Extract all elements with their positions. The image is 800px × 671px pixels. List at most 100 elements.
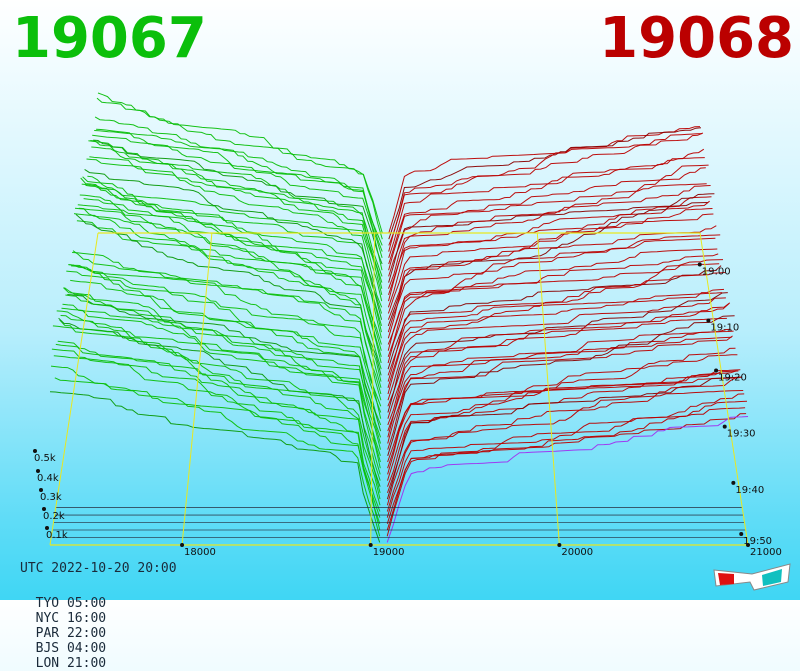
- ask-depth-line: [387, 335, 733, 444]
- ask-depth-line: [387, 354, 738, 475]
- tz-london: LON 21:00: [35, 656, 107, 671]
- bid-depth-line: [85, 184, 383, 314]
- bid-depth-line: [57, 340, 381, 494]
- ask-depth-line: [387, 288, 725, 388]
- bid-depth-line: [78, 207, 382, 357]
- depth-chart: 18000 19000 20000 21000 0.1k 0.2k 0.3k 0.4k 0.5…: [33, 92, 782, 558]
- time-tick-marker: [722, 424, 727, 429]
- volume-tick-label: 0.1k: [46, 530, 68, 541]
- bid-depth-line: [58, 317, 381, 487]
- time-tick-marker: [714, 368, 719, 373]
- time-tick-marker: [739, 532, 744, 537]
- bid-depth-line: [92, 134, 383, 271]
- bid-depth-line: [69, 264, 382, 419]
- ask-depth-line: [387, 302, 731, 426]
- price-tick-marker: [180, 543, 185, 547]
- ask-depth-line: [387, 328, 731, 432]
- volume-tick-marker: [45, 526, 49, 530]
- bid-depth-line: [54, 377, 381, 512]
- time-tick-label: 19:40: [735, 485, 764, 496]
- ask-depth-line: [387, 196, 712, 308]
- ask-depth-line: [388, 202, 708, 283]
- ask-depth-line: [388, 157, 705, 265]
- ask-depth-line: [387, 370, 737, 469]
- ask-depth-line: [387, 234, 721, 364]
- ask-depth-line: [388, 127, 702, 240]
- ask-depth-line: [388, 167, 706, 271]
- bid-depth-line: [76, 220, 382, 370]
- utc-time: UTC 2022-10-20 20:00: [20, 561, 177, 576]
- ask-depth-line: [387, 259, 724, 382]
- bid-depth-line: [51, 348, 381, 531]
- ask-depth-line: [386, 376, 742, 500]
- ask-depth-line: [387, 303, 730, 419]
- bid-depth-line: [72, 250, 382, 395]
- ask-depth-line: [388, 200, 710, 296]
- bid-depth-line: [87, 175, 383, 302]
- bid-depth-line: [72, 252, 382, 401]
- time-tick-label: 19:00: [702, 266, 731, 277]
- bid-depth-line: [52, 325, 381, 524]
- bid-depth-line: [97, 92, 383, 234]
- bid-depth-line: [75, 214, 382, 376]
- bid-depth-line: [88, 140, 383, 296]
- bid-depth-line: [65, 294, 381, 444]
- ask-price: 19068: [599, 6, 794, 71]
- time-axis: 19:00 19:10 19:20 19:30 19:40 19:50: [697, 262, 772, 547]
- ask-depth-line: [386, 393, 745, 518]
- 3d-glasses-icon[interactable]: [712, 560, 792, 592]
- ask-depth-line: [387, 292, 728, 413]
- bid-depth-line: [66, 270, 382, 438]
- price-tick-label: 21000: [750, 547, 782, 558]
- timezone-row: TYO 05:00 NYC 16:00 PAR 22:00 BJS 04:00 …: [20, 581, 130, 671]
- volume-tick-label: 0.4k: [37, 473, 59, 484]
- bid-depth-line: [61, 307, 381, 469]
- time-tick-label: 19:10: [710, 323, 739, 334]
- tz-paris: PAR 22:00: [35, 626, 107, 641]
- ask-depth-line: [386, 400, 748, 537]
- depth-surface: [49, 92, 749, 543]
- bid-depth-line: [60, 315, 381, 475]
- ask-depth-line: [387, 213, 714, 320]
- bid-depth-line: [73, 213, 382, 388]
- bid-depth-line: [94, 116, 383, 252]
- bid-depth-line: [50, 365, 381, 537]
- bid-depth-line: [55, 343, 381, 506]
- time-tick-label: 19:30: [727, 429, 756, 440]
- bid-depth-line: [94, 130, 383, 258]
- volume-tick-label: 0.2k: [43, 511, 65, 522]
- ask-depth-line: [386, 413, 747, 531]
- bid-depth-line: [84, 168, 383, 320]
- price-gridline: [699, 232, 749, 546]
- bid-depth-line: [59, 319, 381, 481]
- bid-depth-line: [82, 176, 382, 333]
- tz-new-york: NYC 16:00: [35, 611, 107, 626]
- price-tick-label: 18000: [184, 547, 216, 558]
- ask-depth-line: [387, 248, 718, 345]
- ask-depth-line: [387, 297, 726, 401]
- ask-depth-line: [387, 263, 720, 357]
- price-gridline: [181, 232, 213, 546]
- volume-tick-marker: [33, 449, 37, 453]
- bid-depth-line: [96, 97, 383, 240]
- time-tick-marker: [731, 480, 736, 485]
- bid-depth-line: [91, 146, 383, 277]
- ask-depth-line: [387, 330, 734, 450]
- ask-depth-line: [388, 132, 704, 252]
- ask-depth-line: [388, 164, 709, 289]
- bid-depth-line: [83, 198, 382, 327]
- bid-depth-line: [49, 391, 381, 543]
- price-axis: 18000 19000 20000 21000: [180, 543, 782, 558]
- ask-depth-line: [387, 370, 739, 481]
- ask-depth-line: [387, 265, 722, 370]
- price-gridline: [536, 232, 560, 546]
- bid-depth-line: [67, 294, 382, 432]
- ask-depth-line: [388, 148, 705, 258]
- bid-depth-line: [70, 279, 382, 413]
- ask-depth-line: [387, 225, 717, 339]
- time-tick-label: 19:20: [718, 373, 747, 384]
- ask-depth-line: [387, 315, 735, 456]
- bid-depth-line: [74, 207, 382, 382]
- bid-depth-line: [68, 264, 382, 426]
- ask-depth-line: [388, 126, 701, 234]
